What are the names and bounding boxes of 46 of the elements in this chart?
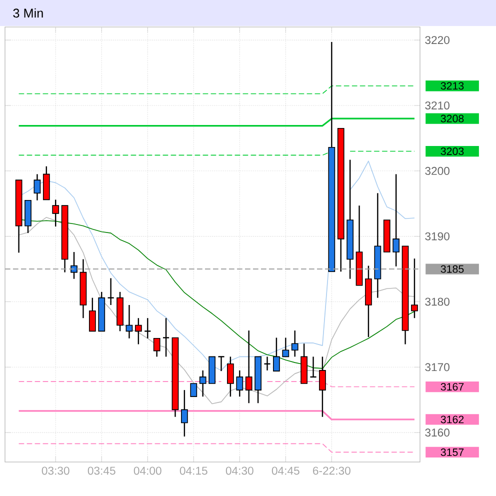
candlestick: [144, 317, 152, 339]
candlestick: [199, 370, 206, 398]
candlestick: [190, 383, 198, 397]
candlestick: [153, 338, 160, 358]
candlestick: [282, 337, 290, 358]
candlestick: [180, 389, 188, 438]
y-tick-label: 3210: [425, 101, 450, 110]
chart-title: 3 Min: [13, 8, 43, 18]
y-tick-label: 3160: [425, 428, 450, 437]
x-tick-label: 03:45: [88, 466, 116, 475]
candlestick: [319, 356, 326, 418]
y-tick-label: 3190: [425, 232, 450, 240]
candlestick: [291, 330, 298, 358]
text: 3208: [440, 114, 464, 122]
text: 3167: [440, 383, 464, 391]
candlestick: [134, 317, 142, 345]
candlestick: [392, 174, 400, 268]
x-tick-label: 04:15: [180, 466, 208, 475]
x-tick-label: 04:45: [272, 466, 300, 475]
candlestick: [264, 356, 271, 372]
candlestick: [236, 370, 244, 398]
candlestick: [411, 258, 418, 319]
y-tick-label: 3200: [425, 166, 450, 175]
text: 3203: [440, 148, 464, 156]
y-tick-label: 3180: [425, 298, 450, 306]
y-tick-label: 3220: [425, 36, 450, 44]
candlestick: [310, 356, 317, 378]
x-tick-label: 04:30: [226, 466, 254, 475]
candlestick: [52, 199, 60, 228]
text: 3213: [440, 82, 464, 90]
candlestick: [34, 174, 41, 201]
x-tick-label: 04:00: [134, 466, 162, 475]
text: 3162: [440, 416, 464, 424]
candlestick: [273, 337, 280, 372]
candlestick: [126, 304, 133, 339]
candlestick: [227, 356, 234, 398]
text: 3157: [440, 448, 464, 456]
y-tick-label: 3170: [425, 363, 450, 372]
x-tick-label: 6-22:30: [313, 466, 350, 475]
candlestick: [88, 297, 96, 332]
candlestick: [107, 278, 114, 306]
ref-line-label: 3185: [440, 265, 464, 273]
candlestick: [245, 330, 252, 404]
x-tick-label: 03:30: [42, 466, 70, 475]
candlestick: [218, 356, 225, 372]
candlestick: [162, 317, 170, 358]
